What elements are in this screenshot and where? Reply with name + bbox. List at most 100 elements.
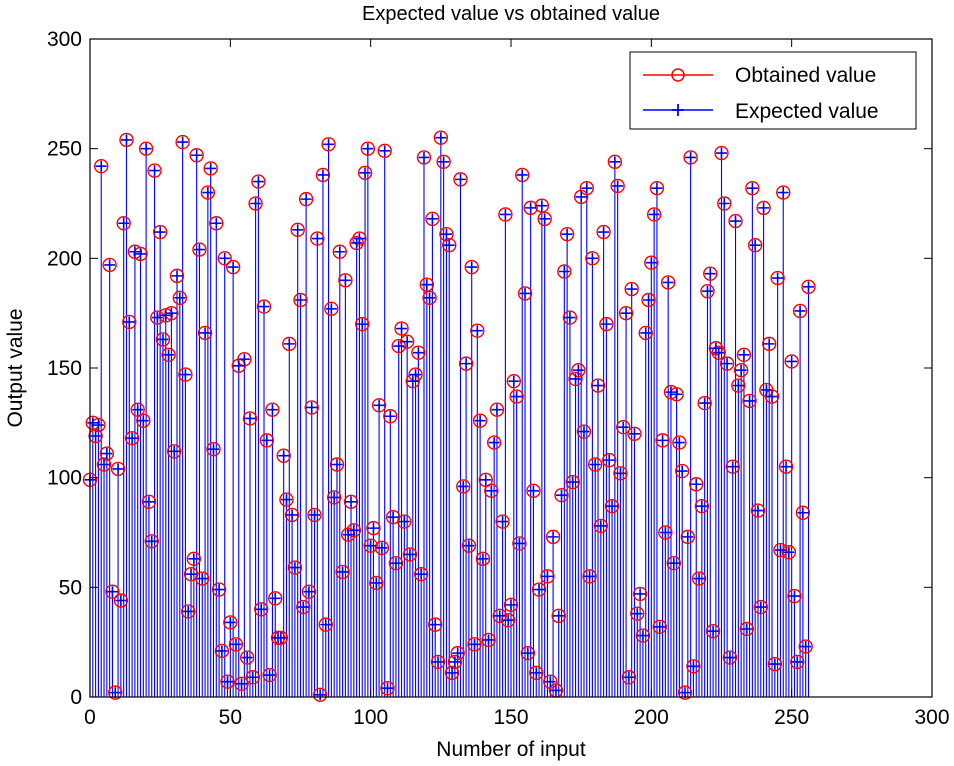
expected-point	[491, 404, 503, 416]
expected-point	[724, 652, 736, 664]
obtained-point	[714, 145, 729, 161]
expected-point	[362, 143, 374, 155]
expected-point	[123, 316, 135, 328]
expected-point	[418, 151, 430, 163]
expected-point	[567, 476, 579, 488]
obtained-point	[576, 424, 592, 439]
expected-point	[404, 548, 416, 560]
expected-point	[662, 276, 674, 288]
expected-point	[429, 619, 441, 631]
expected-point	[485, 485, 497, 497]
expected-point	[359, 167, 371, 179]
obtained-point	[296, 599, 311, 615]
expected-point	[657, 434, 669, 446]
expected-point	[168, 445, 180, 457]
obtained-point	[458, 356, 474, 371]
expected-point	[640, 327, 652, 339]
y-axis-label: Output value	[4, 308, 27, 427]
obtained-point	[708, 341, 724, 356]
expected-point	[541, 570, 553, 582]
expected-point	[707, 625, 719, 637]
obtained-point	[517, 286, 533, 301]
obtained-point	[669, 387, 684, 402]
expected-point	[598, 226, 610, 238]
expected-point	[741, 623, 753, 635]
obtained-point	[675, 463, 690, 479]
obtained-point	[200, 185, 216, 200]
obtained-point	[489, 402, 505, 417]
expected-point	[673, 437, 685, 449]
obtained-point	[217, 251, 232, 266]
obtained-point	[770, 270, 785, 286]
expected-point	[146, 535, 158, 547]
expected-point	[668, 557, 680, 569]
obtained-point	[99, 446, 115, 461]
expected-point	[261, 434, 273, 446]
expected-point	[356, 318, 368, 330]
y-tick-label: 50	[59, 576, 82, 599]
expected-point	[735, 364, 747, 376]
obtained-point	[388, 556, 404, 571]
y-tick-label: 0	[70, 686, 82, 709]
obtained-point	[742, 393, 757, 409]
obtained-point	[287, 560, 303, 575]
obtained-point	[259, 433, 275, 448]
expected-point	[628, 428, 640, 440]
expected-point	[786, 355, 798, 367]
obtained-point	[276, 448, 291, 463]
obtained-point	[214, 643, 230, 659]
expected-point	[480, 474, 492, 486]
expected-point	[732, 380, 744, 392]
expected-point	[325, 303, 337, 315]
expected-point	[396, 323, 408, 335]
expected-point	[713, 347, 725, 359]
obtained-point	[492, 608, 507, 624]
obtained-point	[175, 134, 190, 150]
obtained-point	[413, 566, 429, 582]
expected-point	[760, 384, 772, 396]
expected-point	[797, 507, 809, 519]
expected-point	[497, 516, 509, 528]
expected-point	[115, 594, 127, 606]
x-tick-label: 150	[493, 706, 528, 729]
obtained-point	[293, 292, 308, 308]
obtained-point	[94, 159, 109, 174]
expected-point	[106, 586, 118, 598]
expected-point	[345, 496, 357, 508]
chart-title: Expected value vs obtained value	[362, 3, 660, 25]
obtained-point	[245, 670, 260, 685]
obtained-point	[515, 167, 530, 183]
expected-point	[387, 511, 399, 523]
expected-point	[547, 531, 559, 543]
obtained-point	[694, 498, 710, 514]
obtained-point	[590, 378, 606, 393]
expected-point	[154, 226, 166, 238]
obtained-point	[195, 571, 210, 586]
obtained-point	[509, 389, 524, 404]
expected-point	[522, 647, 534, 659]
expected-point	[716, 147, 727, 159]
obtained-point	[88, 428, 103, 444]
obtained-point	[189, 148, 204, 163]
obtained-point	[655, 433, 670, 448]
obtained-point	[624, 281, 639, 297]
obtained-point	[444, 665, 460, 681]
obtained-point	[559, 227, 575, 242]
expected-point	[120, 134, 132, 146]
expected-point	[222, 676, 234, 688]
obtained-point	[228, 637, 244, 652]
obtained-point	[425, 211, 440, 227]
obtained-point	[658, 525, 673, 540]
obtained-point	[186, 551, 202, 567]
expected-point	[432, 656, 444, 668]
legend-expected-marker	[672, 104, 684, 116]
obtained-point	[616, 420, 631, 435]
obtained-point	[523, 200, 538, 216]
markers-group	[82, 130, 816, 703]
y-tick-label: 250	[47, 138, 82, 161]
obtained-point	[96, 457, 112, 472]
obtained-point	[144, 534, 159, 549]
expected-point	[255, 603, 267, 615]
expected-point	[373, 399, 385, 411]
expected-point	[561, 228, 573, 240]
